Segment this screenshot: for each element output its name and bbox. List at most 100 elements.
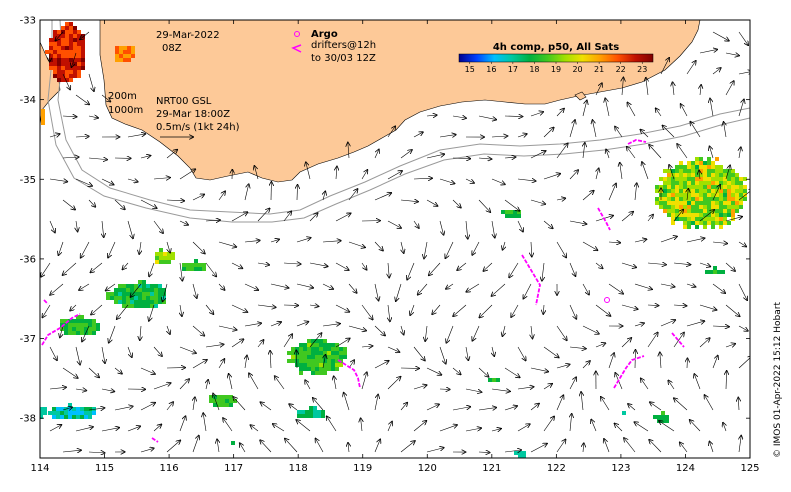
sst-cell	[675, 197, 679, 201]
sst-cell	[675, 185, 679, 189]
current-arrow	[491, 178, 505, 184]
sst-cell	[735, 209, 739, 213]
current-arrow	[109, 325, 116, 343]
sst-cell	[687, 161, 691, 165]
current-arrow	[523, 283, 532, 298]
sst-cell	[715, 201, 719, 205]
current-arrow	[41, 262, 51, 277]
current-arrow	[569, 377, 576, 390]
current-arrow	[400, 441, 415, 453]
sst-cell	[76, 327, 80, 331]
current-arrow	[699, 262, 710, 266]
sst-cell	[683, 185, 687, 189]
current-arrow	[530, 112, 543, 117]
sst-cell	[53, 42, 57, 46]
sst-cell	[186, 267, 190, 271]
current-arrow	[387, 171, 402, 180]
current-arrow	[75, 136, 89, 137]
current-arrow	[149, 304, 155, 321]
sst-cell	[667, 201, 671, 205]
current-arrow	[361, 170, 367, 180]
sst-cell	[159, 256, 163, 260]
sst-cell	[69, 26, 73, 30]
current-arrow	[429, 262, 441, 275]
sst-cell	[711, 185, 715, 189]
current-arrow	[647, 305, 658, 306]
sst-cell	[655, 197, 659, 201]
sst-cell	[299, 363, 303, 367]
sst-cell	[731, 169, 735, 173]
current-arrow	[439, 135, 456, 137]
current-arrow	[81, 241, 90, 258]
sst-cell	[727, 201, 731, 205]
sst-cell	[84, 411, 88, 415]
current-arrow	[400, 200, 418, 202]
sst-cell	[49, 50, 53, 54]
sst-cell	[699, 197, 703, 201]
sst-cell	[707, 221, 711, 225]
current-arrow	[153, 383, 171, 390]
sst-cell	[715, 173, 719, 177]
sst-cell	[69, 50, 73, 54]
current-arrow	[738, 325, 748, 331]
sst-cell	[299, 347, 303, 351]
sst-cell	[69, 30, 73, 34]
sst-cell	[233, 399, 237, 403]
sst-cell	[61, 50, 65, 54]
sst-cell	[695, 213, 699, 217]
current-arrow	[556, 109, 564, 117]
sst-cell	[130, 300, 134, 304]
sst-cell	[655, 185, 659, 189]
sst-cell	[57, 46, 61, 50]
current-arrow	[50, 283, 64, 295]
current-arrow	[530, 151, 546, 159]
sst-cell	[715, 209, 719, 213]
sst-cell	[683, 181, 687, 185]
current-arrow	[725, 53, 739, 56]
sst-cell	[88, 319, 92, 323]
current-arrow	[101, 346, 105, 363]
current-arrow	[723, 423, 726, 432]
sst-cell	[154, 284, 158, 288]
current-arrow	[62, 450, 81, 452]
sst-cell	[65, 58, 69, 62]
current-arrow	[669, 165, 675, 180]
sst-cell	[138, 300, 142, 304]
current-arrow	[396, 283, 402, 301]
sst-cell	[719, 201, 723, 205]
sst-cell	[691, 189, 695, 193]
current-arrow	[591, 420, 597, 432]
current-arrow	[543, 128, 554, 138]
plot-frame	[39, 19, 751, 459]
sst-cell	[73, 34, 77, 38]
current-arrow	[530, 444, 547, 453]
current-arrow	[705, 395, 714, 411]
current-arrow	[88, 199, 95, 207]
sst-cell	[518, 455, 522, 458]
sst-cell	[319, 371, 323, 375]
sst-cell	[69, 54, 73, 58]
current-arrow	[344, 393, 350, 411]
current-arrow	[634, 323, 644, 326]
sst-cell	[110, 296, 114, 300]
sst-cell	[667, 181, 671, 185]
sst-cell	[695, 157, 699, 161]
current-arrow	[699, 49, 717, 54]
sst-cell	[114, 292, 118, 296]
sst-cell	[695, 169, 699, 173]
sst-cell	[743, 177, 747, 181]
sst-cell	[496, 378, 500, 382]
sst-cell	[41, 113, 45, 117]
sst-cell	[295, 351, 299, 355]
sst-cell	[319, 339, 323, 343]
sst-cell	[68, 327, 72, 331]
current-arrow	[608, 353, 614, 369]
sst-cell	[68, 331, 72, 335]
current-arrow	[283, 211, 291, 222]
current-arrow	[581, 392, 583, 411]
current-arrow	[361, 262, 367, 270]
sst-cell	[301, 410, 305, 414]
sst-cell	[72, 327, 76, 331]
current-arrow	[257, 263, 269, 265]
sst-cell	[84, 323, 88, 327]
